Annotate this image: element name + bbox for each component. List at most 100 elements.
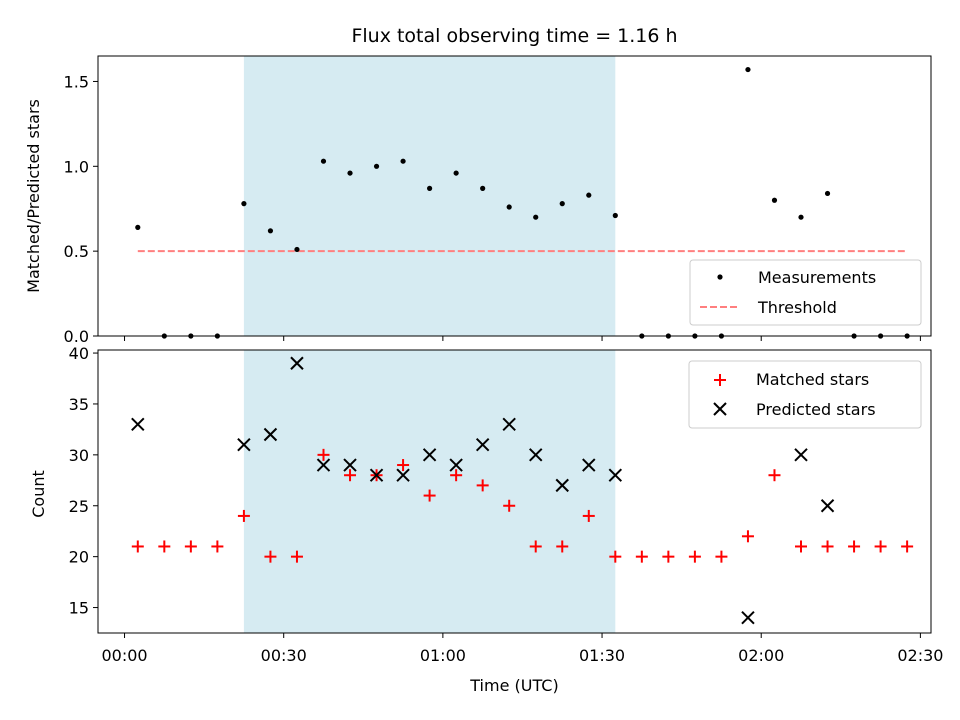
predicted-star-point bbox=[131, 417, 145, 432]
matched-star-point bbox=[741, 530, 754, 543]
matched-star-point bbox=[290, 550, 303, 563]
matched-star-point bbox=[556, 540, 569, 553]
top-chart-title: Flux total observing time = 1.16 h bbox=[351, 25, 677, 47]
predicted-star-point bbox=[343, 458, 357, 472]
legend-predicted-label: Predicted stars bbox=[756, 400, 876, 419]
bottom-y-axis: 15 20 25 30 35 40 bbox=[69, 344, 98, 618]
measurement-point bbox=[400, 158, 406, 164]
predicted-star-point bbox=[237, 437, 251, 452]
top-measurements-layer bbox=[135, 66, 910, 339]
bottom-x-tick-label: 02:30 bbox=[897, 646, 943, 665]
bottom-y-axis-label: Count bbox=[29, 470, 48, 518]
measurement-point bbox=[612, 212, 618, 219]
measurement-point bbox=[480, 185, 486, 191]
matched-star-point bbox=[450, 469, 463, 482]
measurement-point bbox=[745, 66, 751, 73]
matched-star-point bbox=[768, 469, 781, 482]
predicted-star-point bbox=[529, 448, 543, 462]
measurement-point bbox=[586, 192, 592, 198]
bottom-legend: Matched stars Predicted stars bbox=[688, 360, 922, 429]
predicted-star-point bbox=[263, 427, 278, 442]
bottom-y-tick-label: 30 bbox=[69, 446, 89, 465]
matched-star-point bbox=[131, 540, 144, 553]
matched-star-point bbox=[662, 550, 675, 563]
predicted-star-point bbox=[820, 499, 835, 513]
predicted-star-point bbox=[608, 468, 623, 482]
measurement-point bbox=[241, 201, 247, 207]
bottom-x-tick-label: 00:30 bbox=[261, 646, 307, 665]
legend-measurements-marker bbox=[717, 274, 723, 280]
bottom-x-tick-label: 01:30 bbox=[579, 646, 625, 665]
top-y-tick-label: 1.0 bbox=[64, 157, 89, 176]
legend-measurements-label: Measurements bbox=[758, 268, 876, 287]
matched-star-point bbox=[795, 540, 808, 553]
measurement-point bbox=[373, 163, 380, 169]
bottom-y-tick-label: 15 bbox=[69, 599, 89, 618]
bottom-panel: 15 20 25 30 35 40 00:00 00:30 01:00 01:30 02:00 02… bbox=[29, 344, 943, 695]
measurement-point bbox=[427, 185, 433, 191]
predicted-star-point bbox=[316, 458, 331, 472]
matched-star-point bbox=[317, 448, 330, 461]
measurement-point bbox=[453, 170, 459, 176]
matched-star-point bbox=[848, 540, 861, 553]
matched-star-point bbox=[211, 540, 224, 553]
bottom-x-tick-label: 02:00 bbox=[738, 646, 784, 665]
bottom-x-tick-label: 00:00 bbox=[101, 646, 147, 665]
top-plot-frame bbox=[97, 55, 932, 337]
legend-threshold-label: Threshold bbox=[757, 298, 837, 317]
top-y-tick-label: 0.0 bbox=[64, 327, 89, 346]
measurement-point bbox=[824, 190, 831, 197]
matched-stars-layer bbox=[131, 448, 914, 563]
matched-star-point bbox=[503, 499, 516, 512]
legend-matched-label: Matched stars bbox=[756, 370, 869, 389]
predicted-star-point bbox=[422, 448, 437, 462]
matched-star-point bbox=[237, 509, 250, 522]
top-x-ticks bbox=[124, 336, 921, 341]
matched-star-point bbox=[184, 540, 197, 553]
predicted-star-point bbox=[475, 437, 490, 452]
bottom-x-axis-label: Time (UTC) bbox=[469, 676, 558, 695]
legend-predicted-marker bbox=[713, 402, 727, 416]
matched-star-point bbox=[264, 550, 277, 563]
measurement-point bbox=[798, 214, 804, 220]
predicted-star-point bbox=[369, 468, 384, 482]
matched-star-point bbox=[582, 509, 595, 522]
top-shaded-region bbox=[243, 56, 616, 336]
top-y-tick-label: 0.5 bbox=[64, 242, 89, 261]
top-y-axis: 0.0 0.5 1.0 1.5 bbox=[64, 72, 98, 346]
matched-star-point bbox=[901, 540, 914, 553]
bottom-y-tick-label: 25 bbox=[69, 497, 89, 516]
measurement-point bbox=[267, 228, 274, 234]
top-legend: Measurements Threshold bbox=[689, 259, 922, 326]
predicted-star-point bbox=[741, 611, 755, 625]
measurement-point bbox=[135, 224, 141, 230]
measurement-point bbox=[347, 170, 353, 176]
predicted-star-point bbox=[290, 356, 304, 370]
legend-matched-marker bbox=[714, 374, 726, 386]
measurement-point bbox=[533, 214, 539, 220]
top-panel: 0.0 0.5 1.0 1.5 Flux total observing time =… bbox=[24, 25, 932, 346]
measurement-point bbox=[771, 197, 778, 203]
bottom-x-tick-label: 01:00 bbox=[420, 646, 466, 665]
bottom-plot-frame bbox=[97, 349, 932, 634]
matched-star-point bbox=[688, 550, 701, 563]
predicted-star-point bbox=[449, 458, 463, 472]
measurement-point bbox=[506, 204, 512, 210]
matched-star-point bbox=[715, 550, 728, 563]
matched-star-point bbox=[476, 479, 489, 492]
bottom-y-tick-label: 40 bbox=[69, 344, 89, 363]
matched-star-point bbox=[609, 550, 622, 563]
top-legend-box bbox=[689, 259, 922, 326]
bottom-legend-box bbox=[688, 360, 922, 429]
predicted-stars-layer bbox=[131, 356, 835, 625]
matched-star-point bbox=[529, 540, 542, 553]
matched-star-point bbox=[158, 540, 171, 553]
matched-star-point bbox=[397, 459, 410, 472]
bottom-y-tick-label: 35 bbox=[69, 395, 89, 414]
matched-star-point bbox=[423, 489, 436, 502]
bottom-x-axis: 00:00 00:30 01:00 01:30 02:00 02:30 bbox=[101, 633, 943, 665]
predicted-star-point bbox=[794, 448, 808, 462]
matched-star-point bbox=[344, 469, 357, 482]
predicted-star-point bbox=[555, 478, 569, 493]
